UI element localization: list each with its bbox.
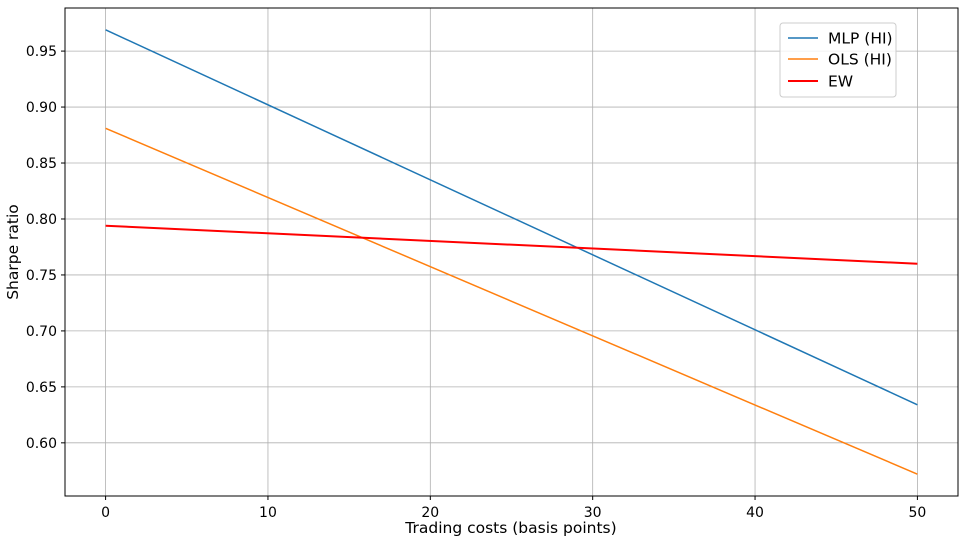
grid-lines — [65, 8, 958, 496]
y-tick-label: 0.80 — [26, 212, 57, 228]
series-lines — [105, 29, 918, 475]
series-line-ols-hi — [105, 127, 918, 475]
y-tick-label: 0.70 — [26, 324, 57, 340]
y-tick-label: 0.85 — [26, 156, 57, 172]
x-tick-label: 10 — [259, 505, 277, 521]
y-tick-label: 0.90 — [26, 100, 57, 116]
x-axis-label: Trading costs (basis points) — [404, 519, 616, 537]
y-tick-label: 0.65 — [26, 380, 57, 396]
legend-label-ew: EW — [828, 73, 853, 91]
y-tick-label: 0.60 — [26, 436, 57, 452]
x-tick-label: 30 — [584, 505, 602, 521]
plot-frame — [64, 7, 959, 497]
legend-label-mlp: MLP (HI) — [828, 30, 893, 48]
x-axis-ticks: 0 10 20 30 40 50 — [101, 496, 926, 521]
legend-frame — [779, 22, 897, 98]
legend: MLP (HI) OLS (HI) EW — [779, 22, 897, 98]
x-tick-label: 20 — [421, 505, 439, 521]
x-tick-label: 40 — [746, 505, 764, 521]
x-tick-label: 50 — [908, 505, 926, 521]
legend-label-ols: OLS (HI) — [828, 51, 892, 69]
y-tick-label: 0.95 — [26, 44, 57, 60]
series-line-mlp-hi — [105, 29, 918, 406]
y-axis-label: Sharpe ratio — [4, 204, 22, 300]
y-tick-label: 0.75 — [26, 268, 57, 284]
x-tick-label: 0 — [101, 505, 110, 521]
series-line-ew — [105, 224, 918, 265]
y-axis-ticks: 0.60 0.65 0.70 0.75 0.80 0.85 0.90 0.95 — [26, 44, 65, 452]
